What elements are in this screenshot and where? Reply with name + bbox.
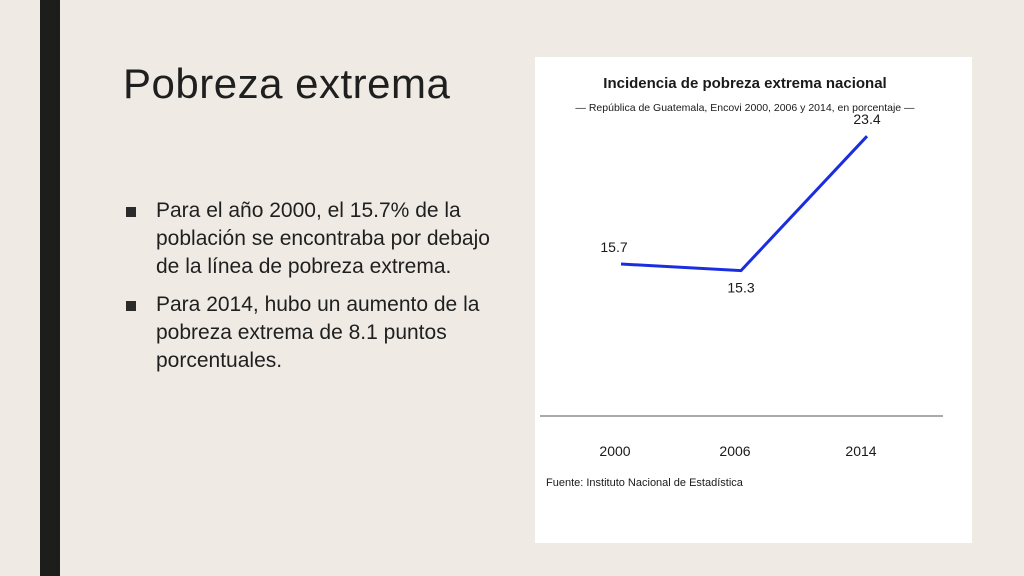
line-chart: Incidencia de pobreza extrema nacional —… xyxy=(540,75,943,489)
bullet-list: Para el año 2000, el 15.7% de la poblaci… xyxy=(122,197,492,385)
bullet-item: Para 2014, hubo un aumento de la pobreza… xyxy=(122,291,492,375)
bullet-text: Para el año 2000, el 15.7% de la poblaci… xyxy=(156,199,490,278)
chart-panel: Incidencia de pobreza extrema nacional —… xyxy=(535,57,972,543)
data-label: 15.3 xyxy=(727,280,754,296)
x-tick-label: 2014 xyxy=(845,443,876,459)
accent-bar xyxy=(40,0,60,576)
x-tick-label: 2000 xyxy=(599,443,630,459)
slide-title: Pobreza extrema xyxy=(123,60,451,107)
series-line xyxy=(620,135,869,273)
chart-source: Fuente: Instituto Nacional de Estadístic… xyxy=(546,477,744,489)
square-bullet-icon xyxy=(126,207,136,217)
square-bullet-icon xyxy=(126,301,136,311)
x-tick-label: 2006 xyxy=(719,443,750,459)
bullet-item: Para el año 2000, el 15.7% de la poblaci… xyxy=(122,197,492,281)
chart-marks: 15.7 15.3 23.4 2000 2006 2014 xyxy=(599,111,880,459)
data-label: 23.4 xyxy=(853,111,880,127)
data-label: 15.7 xyxy=(600,239,627,255)
chart-subtitle: — República de Guatemala, Encovi 2000, 2… xyxy=(575,102,915,114)
chart-title: Incidencia de pobreza extrema nacional xyxy=(603,75,886,92)
bullet-text: Para 2014, hubo un aumento de la pobreza… xyxy=(156,293,480,372)
